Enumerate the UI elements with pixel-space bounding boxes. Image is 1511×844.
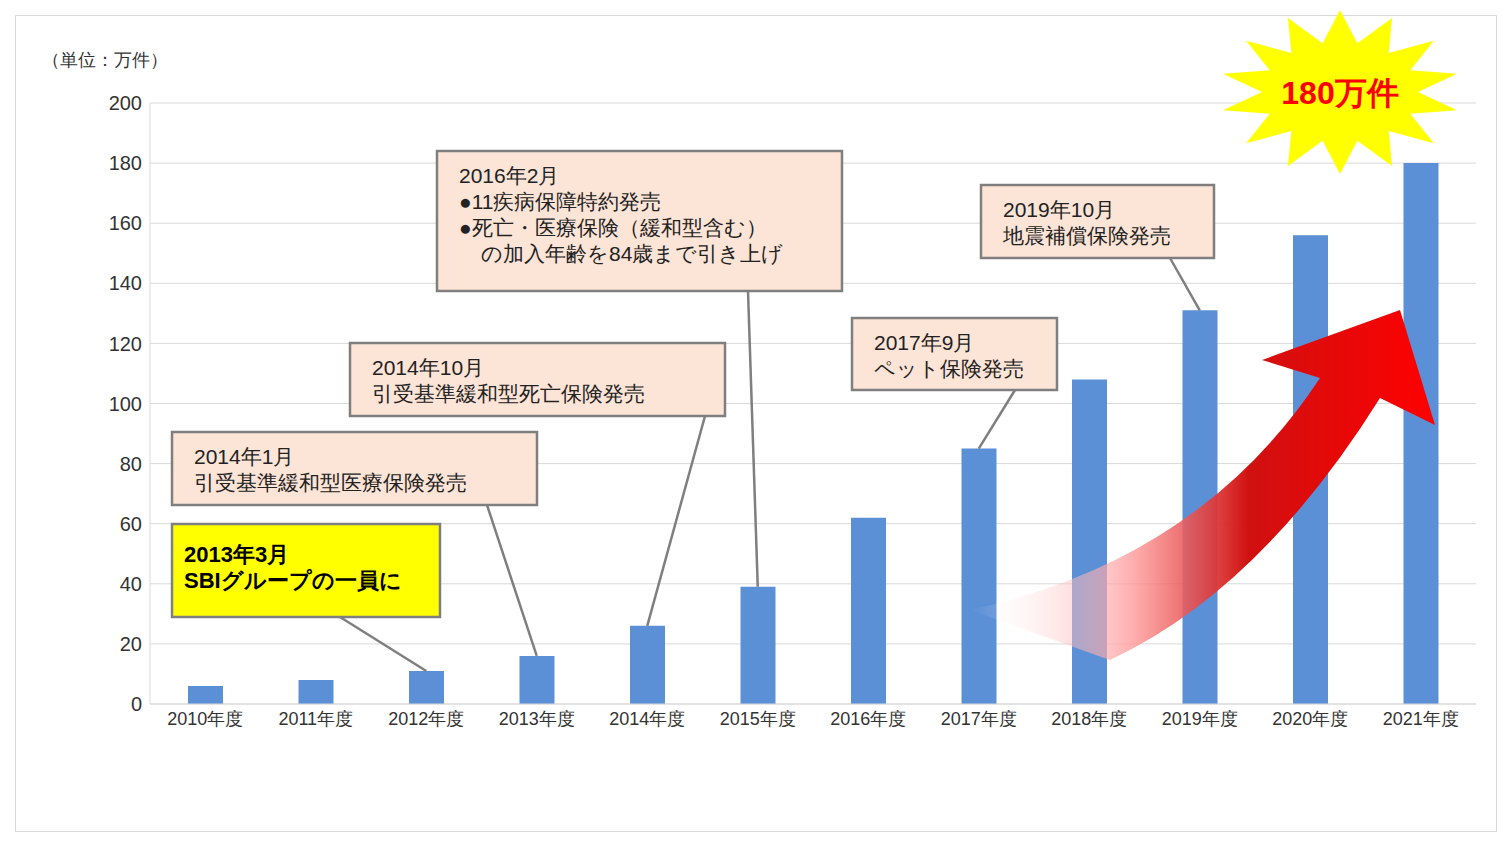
svg-text:20: 20 — [120, 633, 142, 655]
svg-text:地震補償保険発売: 地震補償保険発売 — [1002, 224, 1171, 247]
svg-text:60: 60 — [120, 513, 142, 535]
svg-text:0: 0 — [131, 693, 142, 715]
svg-text:2011年度: 2011年度 — [278, 709, 353, 729]
svg-text:SBIグループの一員に: SBIグループの一員に — [184, 568, 402, 593]
svg-text:200: 200 — [109, 92, 142, 114]
svg-text:2013年度: 2013年度 — [499, 709, 575, 729]
svg-text:2014年10月: 2014年10月 — [372, 356, 484, 379]
svg-text:2014年度: 2014年度 — [609, 709, 685, 729]
svg-text:2013年3月: 2013年3月 — [184, 542, 289, 567]
svg-text:2020年度: 2020年度 — [1272, 709, 1348, 729]
svg-text:2014年1月: 2014年1月 — [194, 445, 294, 468]
svg-text:引受基準緩和型医療保険発売: 引受基準緩和型医療保険発売 — [194, 471, 467, 494]
svg-text:ペット保険発売: ペット保険発売 — [874, 357, 1024, 380]
svg-text:2012年度: 2012年度 — [388, 709, 464, 729]
svg-text:2019年度: 2019年度 — [1162, 709, 1238, 729]
svg-text:100: 100 — [109, 393, 142, 415]
svg-text:の加入年齢を84歳まで引き上げ: の加入年齢を84歳まで引き上げ — [481, 242, 783, 265]
svg-text:120: 120 — [109, 333, 142, 355]
svg-text:（単位：万件）: （単位：万件） — [42, 50, 168, 70]
svg-text:2017年9月: 2017年9月 — [874, 331, 974, 354]
svg-text:2017年度: 2017年度 — [941, 709, 1017, 729]
svg-text:2015年度: 2015年度 — [720, 709, 796, 729]
svg-text:2019年10月: 2019年10月 — [1003, 198, 1115, 221]
svg-text:40: 40 — [120, 573, 142, 595]
svg-text:2016年2月: 2016年2月 — [459, 164, 559, 187]
svg-text:●死亡・医療保険（緩和型含む）: ●死亡・医療保険（緩和型含む） — [459, 216, 767, 239]
svg-text:2021年度: 2021年度 — [1383, 709, 1459, 729]
svg-text:引受基準緩和型死亡保険発売: 引受基準緩和型死亡保険発売 — [372, 382, 645, 405]
svg-text:80: 80 — [120, 453, 142, 475]
svg-text:2016年度: 2016年度 — [830, 709, 906, 729]
svg-text:●11疾病保障特約発売: ●11疾病保障特約発売 — [459, 190, 661, 213]
svg-text:180万件: 180万件 — [1281, 75, 1398, 111]
svg-text:140: 140 — [109, 272, 142, 294]
svg-text:2018年度: 2018年度 — [1051, 709, 1127, 729]
svg-text:160: 160 — [109, 212, 142, 234]
svg-text:180: 180 — [109, 152, 142, 174]
svg-text:2010年度: 2010年度 — [167, 709, 243, 729]
